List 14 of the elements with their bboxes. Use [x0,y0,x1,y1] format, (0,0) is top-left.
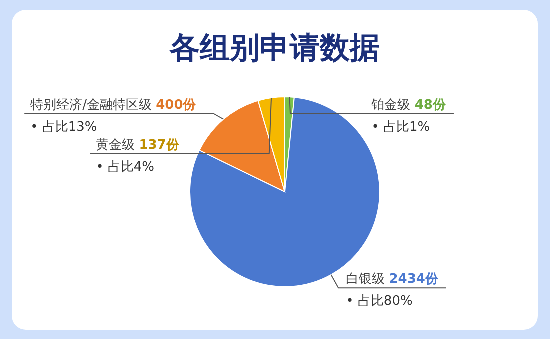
chart-title: 各组别申请数据 [169,31,380,66]
data-label: 2434份 [389,272,440,288]
text: • 占比13% [30,120,98,135]
text: • 占比80% [346,294,413,310]
data-label: 137份 [139,138,180,153]
data-label: 400份 [156,98,198,113]
slice-label: 铂金级 [370,98,415,113]
text: • 占比1% [372,120,430,135]
pie-slice [199,100,286,192]
text: • 占比4% [96,160,155,175]
data-label: 48份 [414,98,447,113]
slice-label: 黄金级 [96,138,140,153]
slice-label: 特别经济/金融特区级 [30,98,156,113]
slice-label: 白银级 [346,272,390,288]
